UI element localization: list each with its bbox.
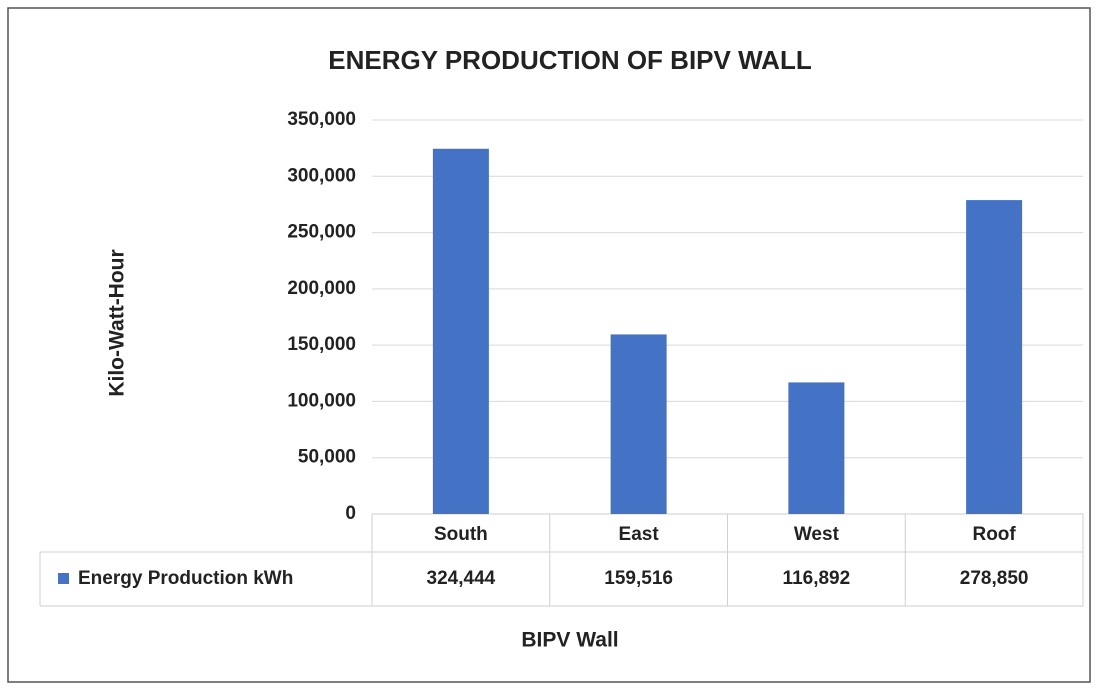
x-tick-label: East — [619, 524, 660, 545]
y-axis-label: Kilo-Watt-Hour — [106, 249, 129, 396]
y-tick-label: 0 — [345, 503, 356, 524]
bar — [966, 200, 1023, 514]
x-axis-label: BIPV Wall — [521, 629, 618, 652]
y-tick-label: 50,000 — [298, 447, 356, 468]
legend-label: Energy Production kWh — [78, 568, 293, 589]
y-tick-label: 250,000 — [287, 222, 356, 243]
table-value: 159,516 — [604, 568, 673, 589]
x-tick-label: West — [794, 524, 840, 545]
x-tick-label: South — [434, 524, 488, 545]
table-value: 116,892 — [783, 568, 851, 589]
y-tick-label: 100,000 — [287, 390, 356, 411]
chart-title: ENERGY PRODUCTION OF BIPV WALL — [328, 45, 812, 75]
legend-swatch — [58, 573, 69, 584]
y-tick-label: 350,000 — [287, 109, 356, 130]
bar — [610, 334, 667, 514]
bar — [432, 148, 489, 515]
bar — [788, 382, 845, 514]
y-tick-label: 150,000 — [287, 334, 356, 355]
y-tick-label: 300,000 — [287, 165, 356, 186]
y-tick-label: 200,000 — [287, 278, 356, 299]
table-value: 278,850 — [960, 568, 1029, 589]
x-tick-label: Roof — [972, 524, 1016, 545]
table-value: 324,444 — [427, 568, 496, 589]
